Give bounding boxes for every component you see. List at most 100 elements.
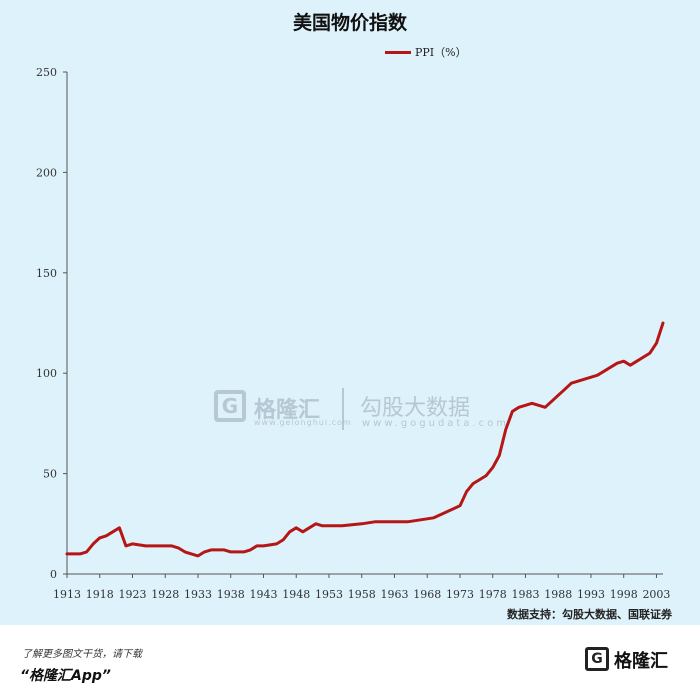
source-note: 数据支持：勾股大数据、国联证券 bbox=[507, 608, 672, 621]
x-tick-label: 1983 bbox=[511, 588, 539, 601]
data-point bbox=[419, 518, 422, 521]
data-point bbox=[445, 510, 449, 513]
data-point bbox=[105, 534, 108, 538]
data-point bbox=[524, 404, 527, 407]
data-point bbox=[249, 548, 252, 552]
data-point bbox=[517, 406, 521, 409]
data-point bbox=[504, 428, 508, 431]
data-point bbox=[563, 388, 566, 391]
watermark-data-url: www.gogudata.com bbox=[362, 418, 510, 429]
data-point bbox=[209, 548, 213, 552]
data-point bbox=[65, 552, 69, 556]
data-point bbox=[242, 550, 246, 554]
footer-brand: 格隆汇 bbox=[614, 651, 668, 672]
data-point bbox=[655, 341, 658, 345]
data-point bbox=[557, 394, 560, 397]
data-point bbox=[301, 530, 304, 534]
watermark-data-brand: 勾股大数据 bbox=[360, 396, 471, 421]
data-point bbox=[471, 482, 475, 485]
data-point bbox=[465, 490, 468, 493]
x-tick-label: 1953 bbox=[315, 588, 343, 601]
data-point bbox=[432, 516, 435, 519]
data-point bbox=[308, 526, 311, 530]
x-tick-label: 2003 bbox=[642, 588, 670, 601]
footer: 了解更多图文干货，请下载 “格隆汇App” G 格隆汇 bbox=[0, 625, 700, 695]
data-point bbox=[144, 544, 147, 548]
data-point bbox=[589, 376, 593, 379]
y-tick-label: 100 bbox=[36, 367, 57, 380]
data-point bbox=[550, 400, 553, 403]
x-tick-label: 1993 bbox=[577, 588, 605, 601]
data-point bbox=[190, 552, 193, 556]
data-point bbox=[530, 402, 534, 405]
series-line-ppi bbox=[65, 321, 665, 558]
data-point bbox=[222, 548, 226, 552]
data-point bbox=[275, 542, 278, 546]
data-point bbox=[615, 361, 619, 365]
x-tick-label: 1973 bbox=[446, 588, 474, 601]
data-point bbox=[118, 526, 121, 530]
data-point bbox=[596, 374, 599, 377]
x-tick-label: 1933 bbox=[184, 588, 212, 601]
legend-label-ppi: PPI（%） bbox=[415, 46, 467, 59]
data-point bbox=[85, 550, 88, 554]
data-point bbox=[373, 520, 377, 523]
watermark-brand-url: www.gelonghui.com bbox=[254, 418, 352, 427]
x-tick-label: 1958 bbox=[348, 588, 376, 601]
data-point bbox=[183, 550, 187, 554]
data-point bbox=[236, 550, 239, 554]
data-point bbox=[498, 454, 501, 457]
data-point bbox=[661, 321, 665, 325]
x-tick-label: 1988 bbox=[544, 588, 572, 601]
data-point bbox=[124, 544, 128, 548]
y-tick-label: 0 bbox=[50, 568, 57, 581]
data-point bbox=[406, 520, 409, 523]
data-point bbox=[288, 530, 291, 534]
data-point bbox=[629, 363, 632, 367]
data-point bbox=[609, 365, 612, 369]
x-tick-label: 1978 bbox=[479, 588, 507, 601]
data-point bbox=[543, 406, 547, 409]
data-point bbox=[570, 382, 573, 385]
footer-app-name: “格隆汇App” bbox=[20, 668, 111, 684]
watermark-logo-icon: G bbox=[214, 390, 246, 422]
data-point bbox=[295, 526, 298, 530]
chart-title: 美国物价指数 bbox=[292, 12, 407, 34]
chart-plot: 0 50 100 150 200 250 1913 1918 1923 1928 1933 1938 1… bbox=[36, 66, 670, 601]
x-tick-label: 1918 bbox=[86, 588, 114, 601]
data-point bbox=[262, 544, 265, 548]
data-point bbox=[98, 536, 101, 540]
data-point bbox=[203, 550, 206, 554]
data-point bbox=[393, 520, 396, 523]
data-point bbox=[78, 552, 82, 556]
footer-logo-icon: G bbox=[585, 647, 609, 671]
data-point bbox=[622, 359, 625, 363]
data-point bbox=[484, 474, 488, 477]
x-tick-label: 1943 bbox=[249, 588, 277, 601]
data-point bbox=[177, 546, 180, 550]
footer-note: 了解更多图文干货，请下载 bbox=[22, 649, 142, 660]
x-tick-label: 1928 bbox=[151, 588, 179, 601]
data-point bbox=[327, 524, 331, 528]
watermark-brand: 格隆汇 bbox=[254, 398, 321, 423]
x-tick-label: 1938 bbox=[217, 588, 245, 601]
data-point bbox=[229, 550, 232, 554]
y-tick-label: 150 bbox=[36, 267, 57, 280]
data-point bbox=[196, 554, 200, 558]
data-point bbox=[511, 410, 514, 413]
data-point bbox=[458, 504, 462, 507]
data-point bbox=[255, 544, 259, 548]
x-tick-label: 1963 bbox=[380, 588, 408, 601]
data-point bbox=[340, 524, 344, 528]
x-tick-label: 1913 bbox=[53, 588, 81, 601]
watermark-divider bbox=[342, 388, 344, 430]
data-point bbox=[537, 404, 540, 407]
x-tick-label: 1998 bbox=[610, 588, 638, 601]
data-point bbox=[91, 542, 95, 546]
data-point bbox=[170, 544, 173, 548]
y-tick-label: 250 bbox=[36, 66, 57, 79]
y-tick-label: 50 bbox=[43, 468, 57, 481]
x-tick-label: 1968 bbox=[413, 588, 441, 601]
data-point bbox=[111, 530, 115, 534]
data-point bbox=[635, 359, 639, 363]
